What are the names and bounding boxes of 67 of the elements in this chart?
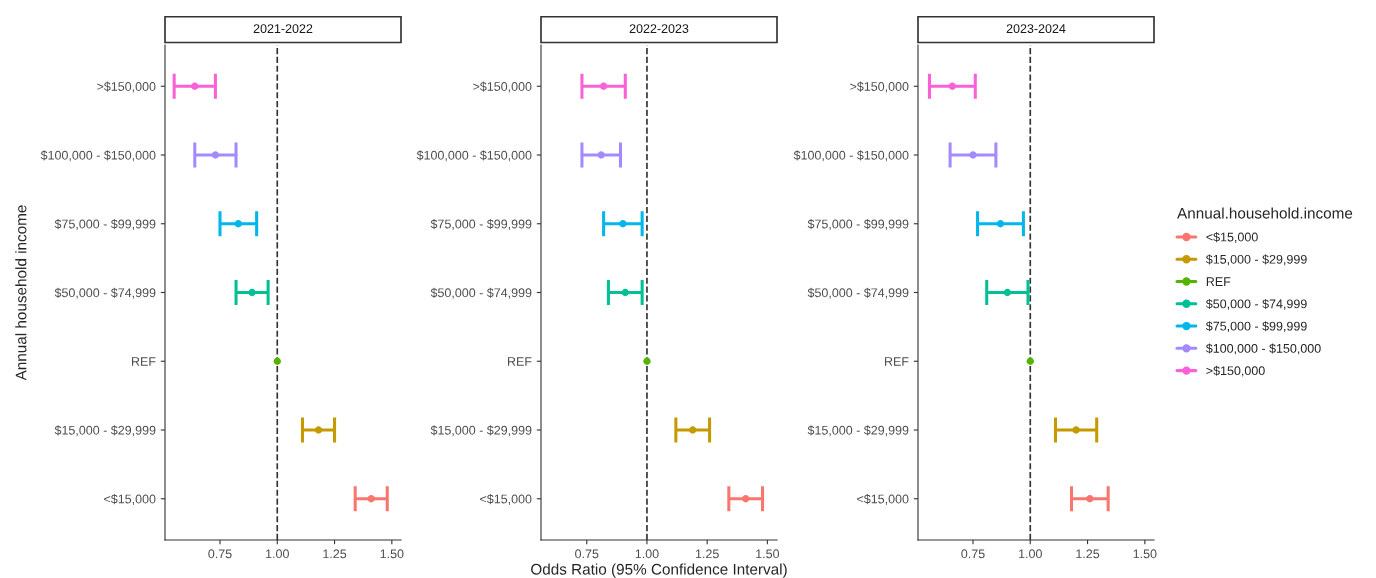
point: [689, 426, 697, 434]
x-tick-label: 1.00: [635, 549, 659, 559]
point: [1072, 426, 1080, 434]
y-tick-label: >$150,000: [97, 81, 156, 93]
x-tick-label: 1.00: [266, 549, 289, 559]
y-tick-label: <$15,000: [857, 494, 909, 505]
y-tick-label: <$15,000: [480, 494, 532, 505]
y-tick-label: $50,000 - $74,999: [54, 287, 156, 299]
y-tick-label: REF: [885, 357, 909, 366]
point: [248, 288, 256, 297]
x-axis-title: Odds Ratio (95% Confidence Interval): [531, 563, 787, 578]
y-tick-label: $100,000 - $150,000: [793, 150, 909, 162]
point: [742, 495, 750, 503]
point: [273, 357, 281, 365]
x-tick-label: 1.25: [1076, 549, 1100, 559]
chart-title: 2022-2023: [629, 24, 689, 34]
legend-label: <$15,000: [1206, 232, 1258, 243]
legend-label: >$150,000: [1206, 365, 1265, 377]
point: [996, 220, 1005, 228]
x-tick-label: 0.75: [575, 549, 599, 559]
chart-title: 2021-2022: [253, 24, 313, 34]
point: [619, 220, 627, 228]
point: [1003, 288, 1012, 297]
x-tick-label: 1.50: [1133, 549, 1157, 559]
point: [211, 151, 220, 159]
x-tick-label: 1.00: [1019, 549, 1042, 559]
point: [948, 82, 957, 90]
y-tick-label: $100,000 - $150,000: [40, 150, 156, 162]
legend-label: $75,000 - $99,999: [1205, 321, 1307, 333]
y-tick-label: $15,000 - $29,999: [430, 425, 532, 437]
y-tick-label: >$150,000: [850, 81, 909, 93]
y-tick-label: $50,000 - $74,999: [430, 287, 532, 299]
y-tick-label: REF: [132, 357, 156, 366]
y-tick-label: <$15,000: [104, 494, 156, 505]
point: [191, 82, 199, 90]
x-tick-label: 0.75: [208, 549, 232, 559]
point: [234, 220, 242, 228]
legend-label: $100,000 - $150,000: [1205, 343, 1321, 355]
point: [969, 151, 977, 159]
legend-label: $15,000 - $29,999: [1205, 254, 1307, 266]
y-tick-label: $15,000 - $29,999: [54, 425, 156, 437]
y-tick-label: $100,000 - $150,000: [416, 150, 532, 162]
y-tick-label: >$150,000: [473, 81, 532, 93]
y-tick-label: $15,000 - $29,999: [807, 425, 909, 437]
y-tick-label: $75,000 - $99,999: [807, 219, 909, 230]
x-tick-label: 0.75: [961, 549, 985, 559]
point: [599, 82, 608, 90]
legend-title: Annual.household.income: [1177, 207, 1353, 219]
y-tick-label: $50,000 - $74,999: [807, 287, 909, 299]
legend-label: REF: [1206, 277, 1231, 286]
x-tick-label: 1.50: [756, 549, 780, 559]
legend-label: $50,000 - $74,999: [1205, 298, 1307, 310]
x-tick-label: 1.25: [695, 549, 719, 559]
point: [621, 288, 629, 297]
point: [367, 495, 375, 503]
chart-title: 2023-2024: [1006, 24, 1066, 34]
point: [1026, 357, 1034, 365]
point: [314, 426, 323, 434]
x-tick-label: 1.25: [323, 549, 347, 559]
point: [643, 357, 651, 365]
y-tick-label: REF: [508, 357, 532, 366]
x-tick-label: 1.50: [380, 549, 404, 559]
y-axis-title: Annual household income: [15, 205, 27, 381]
y-tick-label: $75,000 - $99,999: [430, 219, 532, 230]
y-tick-label: $75,000 - $99,999: [54, 219, 156, 230]
point: [597, 151, 605, 159]
point: [1086, 495, 1094, 503]
